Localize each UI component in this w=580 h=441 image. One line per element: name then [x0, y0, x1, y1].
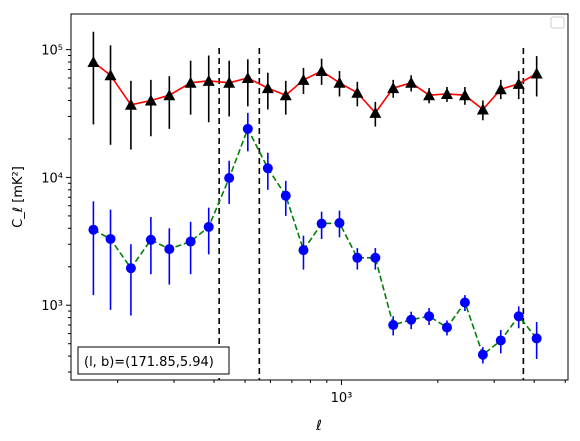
point-s1-9: [262, 163, 273, 174]
tick-labels: 10³ 10⁴ 10⁵ 10³: [41, 44, 352, 406]
y-tick-label-2: 10⁵: [41, 44, 63, 59]
point-s0-4: [163, 89, 176, 101]
y-tick-label-0: 10³: [41, 299, 63, 314]
point-s1-10: [280, 190, 291, 201]
point-s0-13: [333, 76, 346, 88]
y-axis-label: C_ℓ [mK²]: [11, 166, 26, 228]
point-s1-11: [298, 245, 309, 256]
point-s1-14: [352, 252, 363, 263]
series-1: [88, 112, 542, 364]
point-s1-6: [203, 221, 214, 232]
point-s0-9: [261, 82, 274, 94]
point-s1-3: [145, 234, 156, 245]
point-s0-14: [351, 86, 364, 98]
series-line-1: [93, 126, 538, 357]
vertical-markers: [218, 48, 525, 380]
point-s1-0: [88, 224, 99, 235]
point-s0-10: [279, 89, 292, 101]
point-s0-12: [315, 65, 328, 77]
point-s0-2: [124, 98, 137, 110]
point-s1-23: [513, 311, 524, 322]
point-s1-2: [125, 263, 136, 274]
point-s0-23: [512, 77, 525, 89]
point-s1-18: [424, 311, 435, 322]
axis-ticks: [66, 49, 566, 385]
point-s0-16: [387, 82, 400, 94]
point-s0-5: [184, 76, 197, 88]
x-axis-label: ℓ: [315, 418, 322, 434]
point-s1-22: [495, 335, 506, 346]
point-s0-18: [423, 89, 436, 101]
point-s0-0: [87, 56, 100, 68]
point-s0-3: [144, 94, 157, 106]
point-s0-21: [476, 103, 489, 115]
point-s1-1: [105, 233, 116, 244]
series-line-0: [92, 61, 538, 115]
point-s1-20: [459, 297, 470, 308]
point-s0-7: [223, 76, 236, 88]
point-s1-12: [316, 218, 327, 229]
point-s0-19: [440, 87, 453, 99]
point-s1-24: [531, 333, 542, 344]
point-s1-19: [441, 322, 452, 333]
point-s1-7: [224, 172, 235, 183]
point-s0-6: [202, 74, 215, 86]
point-s1-21: [477, 349, 488, 360]
annotation-text: (l, b)=(171.85,5.94): [84, 355, 214, 370]
point-s0-20: [458, 89, 471, 101]
point-s0-8: [241, 71, 254, 83]
point-s0-1: [104, 69, 117, 81]
annotation-box: [77, 346, 230, 375]
point-s1-13: [334, 217, 345, 228]
point-s0-17: [405, 76, 418, 88]
point-s1-8: [242, 123, 253, 134]
point-s0-15: [369, 106, 382, 118]
point-s1-4: [164, 244, 175, 255]
point-s0-24: [530, 67, 543, 79]
legend-box: [550, 16, 565, 29]
series-0: [87, 31, 543, 150]
x-tick-label-0: 10³: [331, 391, 353, 406]
point-s1-5: [185, 236, 196, 247]
point-s0-22: [494, 83, 507, 95]
point-s1-17: [406, 314, 417, 325]
y-tick-label-1: 10⁴: [41, 171, 63, 186]
series-layer: [87, 31, 543, 364]
point-s1-16: [388, 320, 399, 331]
point-s1-15: [370, 252, 381, 263]
point-s0-11: [297, 73, 310, 85]
